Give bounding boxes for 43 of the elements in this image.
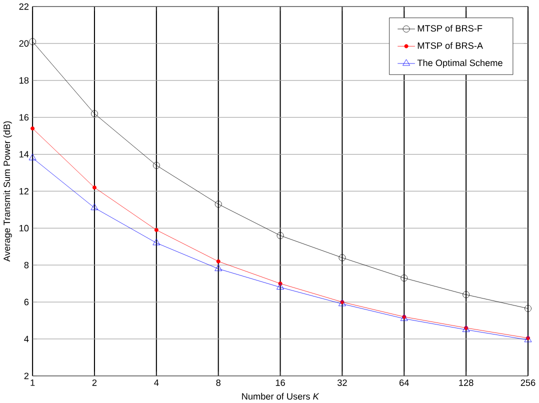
point [154,228,158,232]
point [400,274,408,282]
point [214,200,222,208]
x-tick-label: 256 [520,379,536,386]
x-tick-label: 8 [216,379,220,386]
y-tick-label: 20 [19,40,29,47]
y-tick-label: 8 [24,262,29,268]
point [30,126,35,130]
x-tick-label: 64 [400,379,409,386]
point [276,232,284,240]
point [152,162,160,169]
y-tick-label: 16 [20,114,29,121]
y-tick-label: 14 [20,151,29,158]
legend-label: MTSP of BRS-F [418,24,482,32]
point [338,254,346,262]
x-axis-title: Number of Users K [242,392,320,400]
legend-label: The Optimal Scheme [417,59,502,68]
point [90,204,98,210]
y-tick-label: 12 [20,188,29,194]
point [216,259,220,264]
point [29,38,36,46]
y-tick-label: 10 [20,224,29,232]
y-tick-label: 2 [24,372,29,380]
point [462,291,470,298]
point [92,186,97,190]
point [28,154,36,160]
y-tick-label: 4 [24,336,29,342]
point [524,305,532,312]
y-tick-label: 18 [20,77,29,84]
point [152,238,160,246]
y-axis-title: Average Transmit Sum Power (dB) [3,121,12,262]
x-tick-label: 4 [154,379,159,386]
x-tick-label: 32 [337,379,347,386]
point [214,264,222,272]
x-tick-label: 2 [92,379,97,386]
legend-label: MTSP of BRS-A [418,42,484,49]
x-tick-label: 128 [459,379,474,386]
x-tick-label: 1 [30,379,35,386]
point [91,110,98,118]
point [276,283,284,290]
x-tick-label: 16 [276,379,285,386]
y-tick-label: 6 [24,298,29,306]
y-tick-label: 22 [19,3,29,10]
